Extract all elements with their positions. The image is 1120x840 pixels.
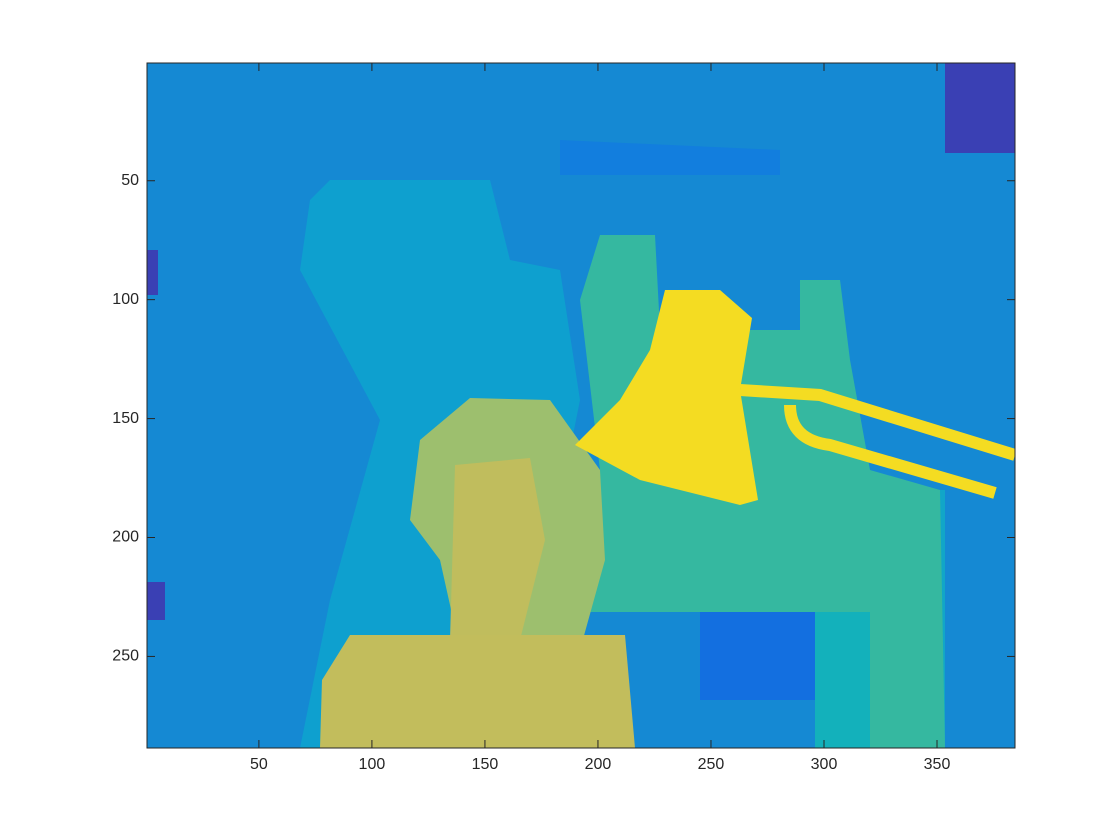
image-region <box>147 582 165 620</box>
x-tick-label: 300 <box>811 756 838 773</box>
y-tick-label: 100 <box>112 291 139 308</box>
y-tick-label: 150 <box>112 410 139 427</box>
y-tick-label: 250 <box>112 648 139 665</box>
x-tick-label: 200 <box>585 756 612 773</box>
y-tick-label: 50 <box>121 172 139 189</box>
y-tick-label: 200 <box>112 529 139 546</box>
x-tick-label: 100 <box>359 756 386 773</box>
image-region <box>945 63 1015 153</box>
x-tick-label: 250 <box>698 756 725 773</box>
image-region <box>560 140 780 175</box>
x-tick-label: 350 <box>924 756 951 773</box>
axes-box <box>146 62 1016 749</box>
image-region <box>320 635 635 748</box>
image-region <box>700 612 815 700</box>
image-region <box>450 458 545 640</box>
image-region <box>147 250 158 295</box>
x-tick-label: 50 <box>250 756 268 773</box>
image-region <box>739 384 1015 499</box>
image <box>147 63 1015 748</box>
x-tick-label: 150 <box>472 756 499 773</box>
image-region <box>575 290 758 505</box>
image-region <box>815 612 870 748</box>
